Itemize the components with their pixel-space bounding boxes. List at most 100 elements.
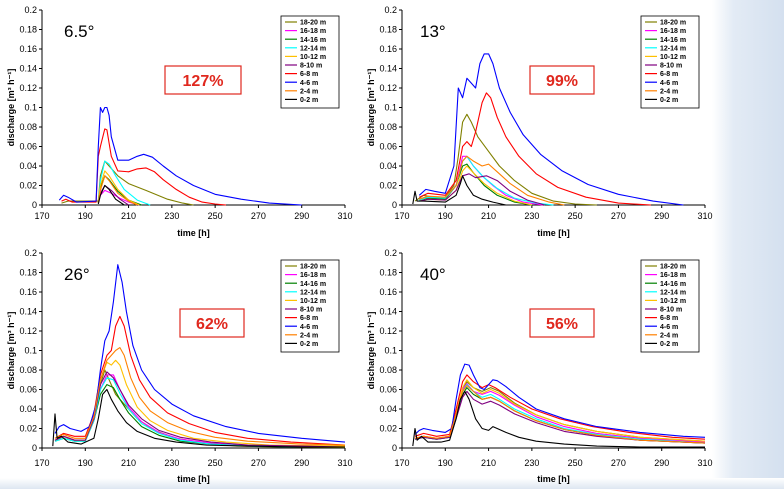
series-line-14-16m <box>419 163 532 206</box>
series-line-8-10m <box>54 371 346 448</box>
legend-label: 14-16 m <box>660 37 686 44</box>
x-tick-label: 310 <box>697 211 712 221</box>
x-tick-label: 270 <box>611 458 626 468</box>
annotation-box <box>164 65 242 95</box>
y-tick-label: 0.14 <box>19 307 37 317</box>
series-line-0-2m <box>52 388 345 448</box>
chart-panel-1: 0 0.02 0.04 0.06 0.08 0.1 0.12 0.14 0.16 0.18 0.2 1… <box>6 5 353 238</box>
y-axis-title: discharge [m³ h⁻¹] <box>366 312 376 390</box>
y-tick-label: 0.06 <box>379 142 397 152</box>
legend-label: 12-14 m <box>300 45 326 52</box>
legend-label: 0-2 m <box>660 341 678 348</box>
panel-title: 6.5° <box>64 22 94 41</box>
y-tick-label: 0 <box>392 443 397 453</box>
x-tick-label: 210 <box>481 211 496 221</box>
y-tick-label: 0.16 <box>19 44 37 54</box>
series-line-0-2m <box>412 390 705 448</box>
x-tick-label: 250 <box>208 458 223 468</box>
x-tick-label: 310 <box>337 211 352 221</box>
series-line-12-14m <box>54 377 345 448</box>
y-tick-label: 0.18 <box>379 25 397 35</box>
x-tick-label: 250 <box>568 211 583 221</box>
y-tick-label: 0.14 <box>379 307 397 317</box>
y-tick-label: 0.1 <box>384 103 397 113</box>
legend-label: 8-10 m <box>300 63 322 70</box>
legend-label: 18-20 m <box>660 20 686 27</box>
legend-label: 16-18 m <box>660 28 686 35</box>
x-tick-label: 310 <box>697 458 712 468</box>
y-tick-label: 0.1 <box>24 103 37 113</box>
y-tick-label: 0 <box>392 200 397 210</box>
annotation-box <box>179 308 245 338</box>
legend-label: 14-16 m <box>300 281 326 288</box>
x-tick-label: 290 <box>294 211 309 221</box>
y-tick-label: 0.16 <box>379 44 397 54</box>
series-line-4-6m <box>54 264 346 443</box>
y-tick-label: 0.2 <box>384 248 397 258</box>
series-line-8-10m <box>414 390 706 444</box>
legend-label: 16-18 m <box>300 272 326 279</box>
y-tick-label: 0.06 <box>379 385 397 395</box>
x-tick-label: 230 <box>164 458 179 468</box>
y-tick-label: 0.14 <box>19 64 37 74</box>
y-tick-label: 0.2 <box>24 5 37 15</box>
legend-box <box>640 15 700 109</box>
legend-label: 10-12 m <box>660 298 686 305</box>
y-tick-label: 0.2 <box>24 248 37 258</box>
y-tick-label: 0.02 <box>379 181 397 191</box>
x-tick-label: 250 <box>208 211 223 221</box>
legend-label: 12-14 m <box>660 289 686 296</box>
panel-title: 40° <box>420 265 446 284</box>
legend-label: 10-12 m <box>300 298 326 305</box>
series-line-2-4m <box>54 347 346 446</box>
x-tick-label: 230 <box>524 211 539 221</box>
x-tick-label: 210 <box>481 458 496 468</box>
y-tick-label: 0.08 <box>19 365 37 375</box>
legend-label: 12-14 m <box>300 289 326 296</box>
y-tick-label: 0.18 <box>379 268 397 278</box>
y-tick-label: 0.18 <box>19 25 37 35</box>
legend-label: 18-20 m <box>300 264 326 271</box>
y-tick-label: 0 <box>32 443 37 453</box>
series-line-0-2m <box>412 175 507 206</box>
y-tick-label: 0.06 <box>19 385 37 395</box>
series-line-8-10m <box>419 173 545 206</box>
legend-box <box>280 15 340 109</box>
y-tick-label: 0.1 <box>384 346 397 356</box>
x-tick-label: 170 <box>394 211 409 221</box>
legend-label: 2-4 m <box>300 88 318 95</box>
legend-box <box>640 259 700 353</box>
y-tick-label: 0 <box>32 200 37 210</box>
x-tick-label: 290 <box>654 211 669 221</box>
legend-label: 4-6 m <box>660 80 678 87</box>
y-axis-title: discharge [m³ h⁻¹] <box>6 312 16 390</box>
series-line-2-4m <box>414 385 706 444</box>
legend-label: 8-10 m <box>300 307 322 314</box>
legend-label: 16-18 m <box>660 272 686 279</box>
y-tick-label: 0.08 <box>379 365 397 375</box>
series-line-2-4m <box>97 175 138 206</box>
x-tick-label: 190 <box>78 211 93 221</box>
panel-title: 26° <box>64 265 90 284</box>
annotation-percent: 56% <box>546 316 578 333</box>
y-tick-label: 0.04 <box>379 404 397 414</box>
x-tick-label: 290 <box>654 458 669 468</box>
legend-box <box>280 259 340 353</box>
series-line-6-8m <box>414 374 706 440</box>
series-line-6-8m <box>419 92 651 206</box>
y-tick-label: 0.08 <box>379 122 397 132</box>
y-tick-label: 0.12 <box>379 326 397 336</box>
panel-title: 13° <box>420 22 446 41</box>
legend-label: 10-12 m <box>660 54 686 61</box>
x-tick-label: 210 <box>121 211 136 221</box>
x-tick-label: 270 <box>251 211 266 221</box>
x-tick-label: 290 <box>294 458 309 468</box>
x-tick-label: 170 <box>34 211 49 221</box>
annotation-box <box>529 65 595 95</box>
legend-label: 4-6 m <box>300 80 318 87</box>
series-line-6-8m <box>54 315 346 446</box>
y-tick-label: 0.02 <box>19 424 37 434</box>
y-axis-title: discharge [m³ h⁻¹] <box>366 69 376 147</box>
y-tick-label: 0.08 <box>19 122 37 132</box>
